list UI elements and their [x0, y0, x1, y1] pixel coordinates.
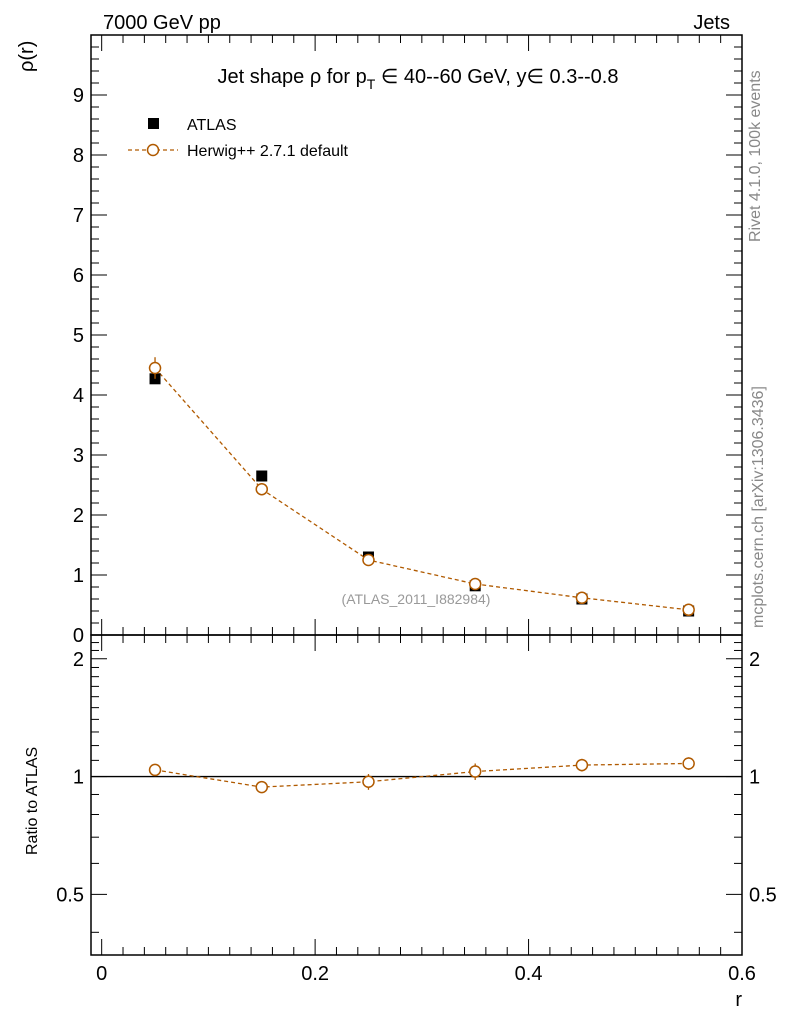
- legend-marker-herwig: [146, 143, 160, 157]
- y-tick-label: 2: [73, 505, 84, 527]
- ratio-point: [148, 763, 162, 777]
- rivet-version: Rivet 4.1.0, 100k events: [747, 70, 764, 242]
- x-tick-label: 0.4: [515, 963, 543, 985]
- ratio-y-tick-label-right: 2: [749, 649, 760, 671]
- legend-marker-atlas: [148, 118, 159, 129]
- y-axis-label: ρ(r): [16, 41, 38, 72]
- header-left: 7000 GeV pp: [103, 12, 221, 34]
- header-right: Jets: [693, 12, 730, 34]
- y-tick-label: 6: [73, 265, 84, 287]
- ratio-panel-frame: [90, 634, 743, 956]
- ratio-y-tick-label-right: 0.5: [749, 884, 777, 906]
- herwig-point: [468, 577, 482, 591]
- x-tick-label: 0.6: [728, 963, 756, 985]
- ratio-y-tick-label-left: 1: [73, 767, 84, 789]
- x-tick-label: 0.2: [301, 963, 329, 985]
- x-tick-label: 0: [96, 963, 107, 985]
- ratio-point: [468, 765, 482, 778]
- ratio-y-axis-label: Ratio to ATLAS: [24, 747, 41, 855]
- ratio-point: [362, 775, 375, 788]
- herwig-point: [148, 361, 162, 375]
- ratio-y-tick-label-left: 2: [73, 649, 84, 671]
- y-tick-label: 8: [73, 145, 84, 167]
- y-tick-label: 7: [73, 205, 84, 227]
- y-tick-label: 3: [73, 445, 84, 467]
- ratio-point: [255, 780, 269, 794]
- y-tick-label: 1: [73, 565, 84, 587]
- y-tick-label: 5: [73, 325, 84, 347]
- herwig-point: [255, 482, 269, 496]
- ratio-y-tick-label-left: 0.5: [56, 884, 84, 906]
- analysis-watermark: (ATLAS_2011_I882984): [342, 591, 491, 607]
- herwig-point: [362, 553, 375, 567]
- chart-title: Jet shape ρ for pT ∈ 40--60 GeV, y∈ 0.3-…: [218, 66, 619, 92]
- y-tick-label: 0: [73, 625, 84, 647]
- ratio-y-tick-label-right: 1: [749, 767, 760, 789]
- mcplots-credit: mcplots.cern.ch [arXiv:1306.3436]: [750, 386, 767, 628]
- y-tick-label: 4: [73, 385, 84, 407]
- legend: ATLAS Herwig++ 2.7.1 default: [128, 117, 349, 160]
- atlas-point: [256, 470, 268, 482]
- ratio-point: [575, 758, 589, 772]
- y-tick-label: 9: [73, 85, 84, 107]
- legend-label-atlas: ATLAS: [187, 117, 237, 134]
- herwig-point: [575, 591, 589, 605]
- ratio-point: [682, 757, 695, 770]
- herwig-point: [682, 603, 695, 617]
- ratio-line: [154, 762, 689, 788]
- x-axis-label: r: [735, 989, 742, 1011]
- legend-label-herwig: Herwig++ 2.7.1 default: [187, 143, 349, 160]
- herwig-line: [154, 367, 689, 611]
